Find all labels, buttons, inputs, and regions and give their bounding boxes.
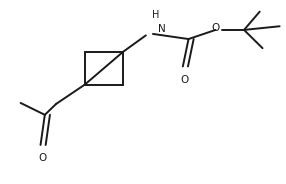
Text: O: O: [39, 153, 47, 163]
Text: N: N: [158, 24, 165, 34]
Text: H: H: [152, 10, 160, 20]
Text: O: O: [211, 23, 220, 33]
Text: O: O: [180, 75, 188, 85]
